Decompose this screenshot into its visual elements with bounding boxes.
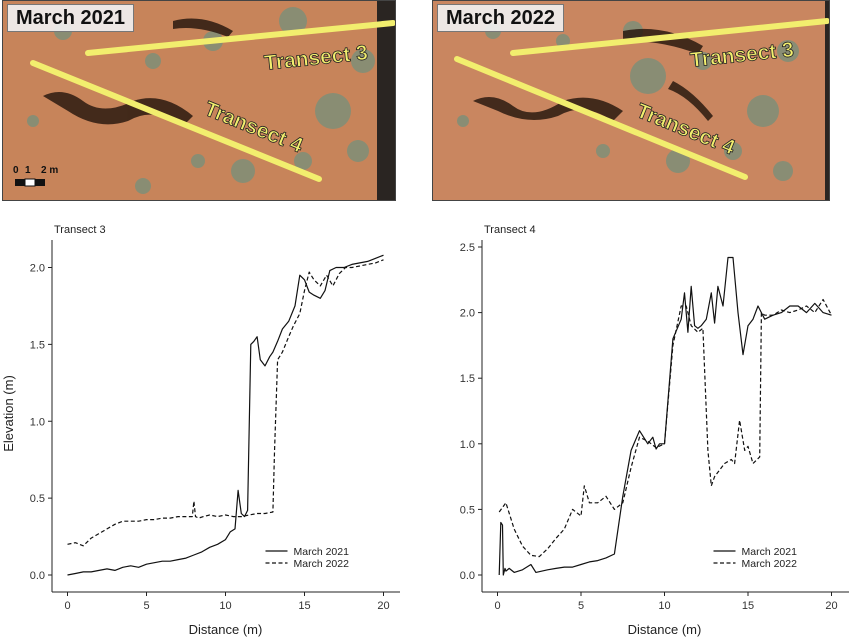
- aerial-image-2022: Transect 3 Transect 4: [433, 1, 829, 200]
- scale-bar: [15, 178, 45, 187]
- y-tick-label: 0.0: [460, 570, 475, 582]
- transect-3-line: [510, 18, 829, 56]
- x-tick-label: 20: [377, 600, 389, 612]
- transect-4-line: [454, 56, 748, 180]
- chart-title: Transect 3: [54, 224, 106, 236]
- scale-label-1: 1: [25, 165, 31, 176]
- y-tick-label: 0.5: [30, 493, 45, 505]
- x-tick-label: 15: [742, 600, 754, 612]
- y-axis-label: Elevation (m): [1, 375, 16, 452]
- aerial-photo-2022: Transect 3 Transect 4 March 2022: [432, 0, 830, 201]
- chart-2: Transect 4 0.0 0.5 1.0 1.5 2.0 2.5 0 5 10 15 20 Dist…: [460, 224, 849, 637]
- transect-4-line: [30, 60, 322, 182]
- legend-label: March 2022: [742, 558, 798, 570]
- y-tick-label: 0.5: [460, 504, 475, 516]
- series-line-march-2021: [67, 254, 384, 576]
- y-tick-label: 2.0: [30, 263, 45, 275]
- x-axis-label: Distance (m): [189, 622, 263, 637]
- gully-shadows: [473, 28, 713, 121]
- gully-shadows: [43, 18, 233, 126]
- transect-3-line: [85, 20, 395, 56]
- x-tick-label: 20: [825, 600, 837, 612]
- vegetation-patches: [457, 21, 799, 181]
- image-edge-strip: [825, 1, 829, 200]
- y-tick-label: 0.0: [30, 570, 45, 582]
- x-tick-label: 0: [494, 600, 500, 612]
- photo-date-badge: March 2021: [7, 4, 134, 32]
- y-tick-label: 1.0: [460, 439, 475, 451]
- x-tick-label: 5: [143, 600, 149, 612]
- y-tick-label: 2.5: [460, 242, 475, 254]
- x-tick-label: 10: [219, 600, 231, 612]
- legend-label: March 2021: [294, 546, 350, 558]
- aerial-image-2021: Transect 3 Transect 4: [3, 1, 395, 200]
- scale-label-0: 0: [13, 165, 19, 176]
- image-edge-strip: [377, 1, 395, 200]
- elevation-profile-charts: Transect 3 0.0 0.5 1.0 1.5 2.0 0 5 10 15 20 Distanc…: [1, 224, 849, 637]
- x-tick-label: 10: [658, 600, 670, 612]
- legend-label: March 2021: [742, 546, 798, 558]
- series-line-march-2022: [67, 259, 384, 547]
- legend-label: March 2022: [294, 558, 350, 570]
- y-tick-label: 2.0: [460, 308, 475, 320]
- x-tick-label: 0: [64, 600, 70, 612]
- x-tick-label: 15: [298, 600, 310, 612]
- series-line-march-2022: [498, 298, 833, 558]
- chart-title: Transect 4: [484, 224, 536, 236]
- y-tick-label: 1.0: [30, 416, 45, 428]
- scale-label-2: 2 m: [41, 165, 59, 176]
- x-tick-label: 5: [578, 600, 584, 612]
- x-axis-label: Distance (m): [628, 622, 702, 637]
- y-tick-label: 1.5: [30, 339, 45, 351]
- y-tick-label: 1.5: [460, 373, 475, 385]
- aerial-photo-2021: Transect 3 Transect 4 0 1 2 m March 2021: [2, 0, 396, 201]
- series-line-march-2021: [498, 256, 832, 576]
- chart-1: Transect 3 0.0 0.5 1.0 1.5 2.0 0 5 10 15 20 Distanc…: [1, 224, 400, 637]
- photo-date-badge: March 2022: [437, 4, 564, 32]
